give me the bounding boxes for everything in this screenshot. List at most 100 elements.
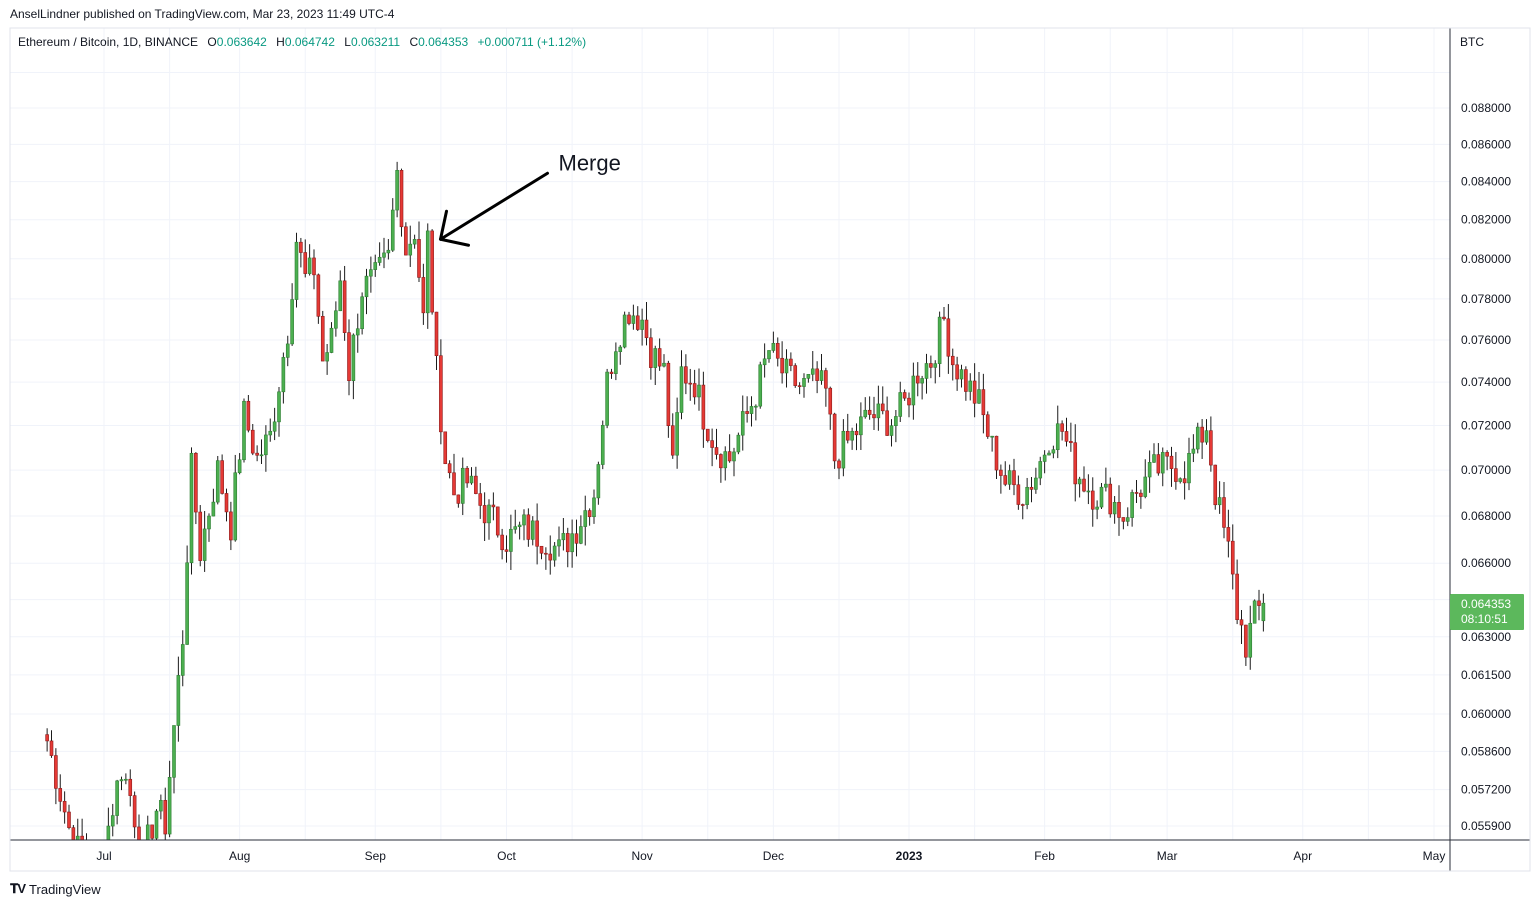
- candle-body: [1117, 502, 1121, 518]
- candle-body: [338, 280, 343, 312]
- candle-body: [1047, 452, 1051, 456]
- candle-body: [45, 734, 49, 742]
- candle-body: [1187, 453, 1191, 484]
- candle-body: [421, 277, 426, 314]
- candle-body: [1147, 462, 1152, 478]
- candle-body: [334, 310, 338, 329]
- candle-body: [290, 299, 294, 345]
- merge-arrow-shaft: [439, 171, 549, 241]
- candle-body: [1178, 478, 1183, 482]
- price-tick-label: 0.080000: [1461, 252, 1511, 266]
- price-tick-label: 0.055900: [1461, 819, 1511, 833]
- candle-body: [67, 811, 71, 828]
- candle-body: [1055, 423, 1060, 451]
- candle-body: [530, 520, 535, 540]
- candle-body: [876, 403, 881, 419]
- candle-body: [62, 801, 67, 813]
- candle-body: [1025, 486, 1029, 505]
- price-tick-label: 0.084000: [1461, 175, 1511, 189]
- candle-body: [159, 800, 163, 812]
- candle-body: [369, 269, 373, 277]
- candle-body: [837, 460, 841, 469]
- time-tick-label: Mar: [1157, 849, 1178, 863]
- candle-body: [198, 511, 203, 561]
- candle-body: [264, 434, 268, 456]
- candle-body: [342, 280, 347, 333]
- candle-body: [981, 389, 986, 416]
- candle-body: [609, 371, 614, 374]
- price-tick-label: 0.076000: [1461, 333, 1511, 347]
- candle-body: [1257, 600, 1261, 606]
- candle-body: [574, 533, 579, 544]
- candle-body: [294, 241, 299, 300]
- candle-body: [246, 400, 251, 431]
- candle-body: [719, 454, 723, 469]
- candle-body: [220, 460, 224, 494]
- price-axis[interactable]: 0.088000 0.086000 0.084000 0.082000 0.080000…: [1461, 101, 1511, 833]
- candle-body: [1003, 475, 1008, 485]
- candle-body: [1239, 619, 1244, 626]
- low-label: L: [344, 35, 351, 49]
- tradingview-logo[interactable]: 𝐓V TradingView: [10, 881, 101, 897]
- candle-body: [561, 533, 566, 541]
- candle-body: [946, 318, 951, 357]
- candle-body: [1112, 502, 1117, 515]
- candle-body: [1226, 527, 1231, 542]
- candle-body: [154, 810, 159, 839]
- candle-body: [1038, 461, 1043, 479]
- symbol-label[interactable]: Ethereum / Bitcoin, 1D, BINANCE: [18, 35, 199, 49]
- candle-body: [106, 825, 111, 841]
- candle-body: [618, 346, 623, 352]
- merge-annotation-label: Merge: [559, 150, 621, 175]
- candle-body: [478, 493, 483, 506]
- candle-body: [727, 451, 732, 462]
- candle-body: [119, 779, 124, 782]
- candle-body: [417, 239, 421, 278]
- candle-body: [732, 451, 736, 462]
- candle-body: [460, 467, 465, 504]
- price-tick-label: 0.060000: [1461, 707, 1511, 721]
- grid-lines: [10, 28, 1450, 840]
- low-value: 0.063211: [350, 35, 401, 49]
- price-tick-label: 0.070000: [1461, 463, 1511, 477]
- candle-body: [1222, 497, 1226, 528]
- candle-body: [1104, 483, 1108, 488]
- candle-body: [754, 405, 758, 408]
- axis-currency-label[interactable]: BTC: [1460, 35, 1484, 49]
- candle-body: [194, 452, 198, 513]
- candle-body: [810, 368, 815, 375]
- candle-body: [592, 497, 596, 518]
- candle-body: [565, 533, 570, 553]
- candle-body: [259, 454, 264, 457]
- change-value: +0.000711 (+1.12%): [477, 35, 587, 49]
- time-tick-label: Oct: [497, 849, 516, 863]
- candle-body: [1165, 452, 1169, 457]
- candle-body: [1086, 490, 1091, 493]
- candle-body: [740, 411, 745, 436]
- candle-body: [631, 315, 636, 324]
- candle-body: [1082, 478, 1086, 492]
- candle-body: [137, 826, 141, 841]
- candle-body: [933, 363, 938, 368]
- candle-body: [351, 334, 356, 382]
- candle-body: [684, 366, 688, 384]
- candle-body: [1143, 476, 1148, 497]
- candle-body: [955, 364, 959, 380]
- candle-body: [859, 416, 863, 436]
- time-axis[interactable]: Jul Aug Sep Oct Nov Dec 2023 Feb Mar Apr May: [96, 849, 1445, 863]
- candle-body: [924, 363, 929, 379]
- candle-body: [1095, 506, 1099, 510]
- candle-body: [307, 257, 312, 274]
- close-label: C: [409, 35, 419, 49]
- candle-body: [762, 358, 767, 366]
- candle-body: [635, 315, 640, 330]
- last-price-value: 0.064353: [1461, 597, 1512, 611]
- candle-body: [1252, 600, 1257, 624]
- price-tick-label: 0.058600: [1461, 744, 1511, 758]
- candle-body: [990, 435, 994, 438]
- candle-body: [329, 327, 334, 353]
- candle-body: [832, 413, 837, 462]
- candles-group: [45, 161, 1266, 841]
- candle-body: [207, 515, 211, 530]
